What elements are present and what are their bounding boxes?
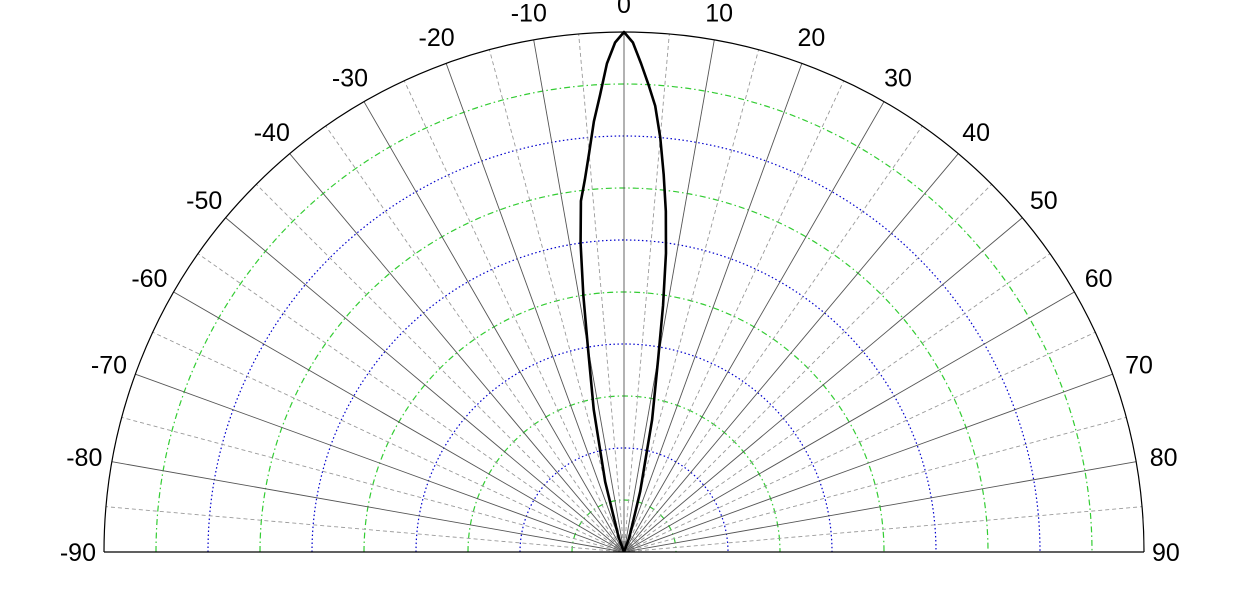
- angle-tick-label: -90: [60, 539, 96, 567]
- major-spoke: [623, 291, 1075, 553]
- minor-spoke: [152, 331, 625, 553]
- angle-tick-label: 40: [962, 119, 990, 147]
- minor-spoke: [255, 183, 625, 553]
- major-spoke: [173, 291, 625, 553]
- minor-spoke: [623, 49, 760, 553]
- minor-spoke: [121, 416, 625, 553]
- angle-tick-label: -80: [66, 444, 102, 472]
- angle-tick-label: 30: [884, 64, 912, 92]
- angle-tick-labels: -90 -80 -70 -60 -50 -40 -30 -20 -10 0 10 20 30 40 50 60…: [60, 0, 1180, 567]
- major-spoke: [623, 101, 885, 553]
- major-spoke: [623, 373, 1113, 553]
- angle-tick-label: -70: [91, 352, 127, 380]
- angle-tick-label: -40: [254, 119, 290, 147]
- minor-spoke: [623, 416, 1127, 553]
- minor-spoke: [623, 253, 1051, 553]
- minor-spoke: [105, 506, 625, 553]
- major-spoke: [623, 153, 959, 553]
- minor-spoke: [623, 80, 845, 553]
- angle-tick-label: 50: [1030, 187, 1058, 215]
- major-spoke: [225, 217, 625, 553]
- major-spoke: [533, 39, 625, 553]
- minor-spoke: [403, 80, 625, 553]
- angle-tick-label: 10: [705, 0, 733, 27]
- radiation-pattern-line: [579, 30, 668, 553]
- angle-tick-label: 80: [1150, 444, 1178, 472]
- major-spoke: [363, 101, 625, 553]
- major-spoke: [135, 373, 625, 553]
- minor-spoke: [578, 33, 625, 553]
- minor-spoke: [623, 506, 1143, 553]
- minor-spoke: [623, 33, 670, 553]
- angle-tick-label: -10: [511, 0, 547, 27]
- major-spoke: [289, 153, 625, 553]
- angle-tick-label: 90: [1152, 539, 1180, 567]
- angle-tick-label: -20: [419, 24, 455, 52]
- major-spoke: [623, 63, 803, 553]
- minor-spoke: [325, 125, 625, 553]
- angle-tick-label: 60: [1085, 265, 1113, 293]
- angle-tick-label: 70: [1125, 352, 1153, 380]
- minor-spoke: [623, 331, 1096, 553]
- minor-spoke: [623, 125, 923, 553]
- polar-grid: [103, 31, 1145, 553]
- minor-spoke: [623, 183, 993, 553]
- angle-tick-label: 20: [797, 24, 825, 52]
- major-spoke: [623, 461, 1137, 553]
- minor-spoke: [197, 253, 625, 553]
- major-spoke: [111, 461, 625, 553]
- major-spoke: [445, 63, 625, 553]
- angle-tick-label: 0: [617, 0, 631, 19]
- major-spoke: [623, 217, 1023, 553]
- angle-tick-label: -60: [131, 265, 167, 293]
- angle-tick-label: -30: [332, 64, 368, 92]
- major-ring: [415, 343, 833, 553]
- major-spoke: [623, 39, 715, 553]
- minor-ring: [155, 83, 1093, 553]
- minor-spoke: [488, 49, 625, 553]
- angle-tick-label: -50: [186, 187, 222, 215]
- major-ring: [519, 447, 729, 553]
